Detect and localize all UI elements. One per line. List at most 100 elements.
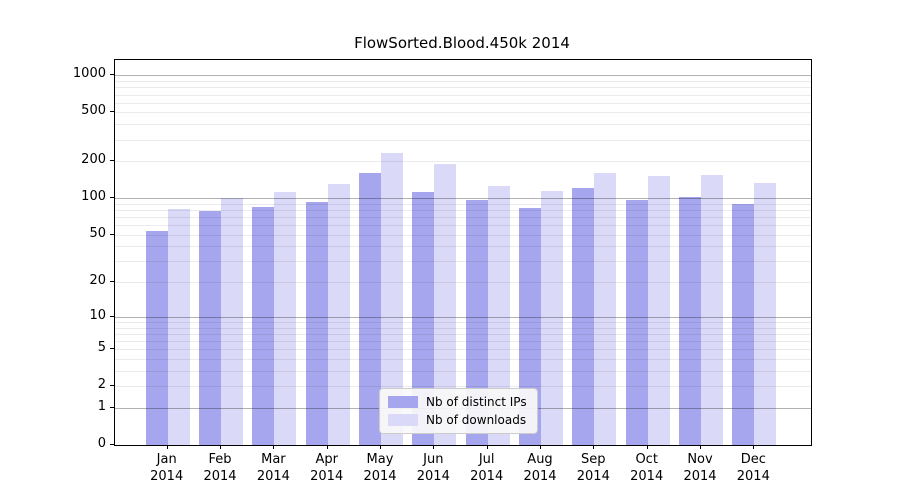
bar-downloads-oct (647, 175, 670, 445)
y-tick-20 (110, 281, 114, 283)
bar-distinct-ips-apr (305, 201, 328, 445)
y-tick-label-2: 2 (97, 377, 106, 393)
bar-downloads-jun (434, 163, 457, 445)
legend-swatch-distinct-ips (388, 396, 418, 408)
gridline-70 (115, 217, 811, 218)
y-tick-label-1000: 1000 (72, 66, 106, 82)
bar-distinct-ips-sep (572, 188, 595, 445)
gridline-1000 (115, 75, 811, 77)
bar-distinct-ips-dec (732, 203, 755, 445)
gridline-90 (115, 203, 811, 205)
gridline-30 (115, 261, 811, 263)
x-tick-sep (593, 445, 595, 449)
y-tick-2 (110, 385, 114, 387)
gridline-900 (115, 81, 811, 82)
bar-downloads-dec (754, 183, 777, 445)
x-tick-label-apr: Apr 2014 (310, 452, 344, 484)
x-tick-mar (273, 445, 275, 449)
gridline-9 (115, 321, 811, 323)
bar-distinct-ips-nov (679, 197, 701, 445)
gridline-400 (115, 124, 811, 126)
bar-downloads-sep (594, 172, 617, 445)
gridline-4 (115, 358, 811, 360)
x-tick-label-jun: Jun 2014 (416, 452, 450, 484)
x-tick-label-sep: Sep 2014 (576, 452, 610, 484)
y-tick-label-1: 1 (97, 398, 106, 414)
gridline-5 (115, 349, 811, 351)
y-tick-10 (110, 315, 114, 317)
y-tick-100 (110, 197, 114, 199)
bar-downloads-mar (274, 192, 297, 445)
bar-downloads-feb (221, 198, 243, 445)
y-tick-50 (110, 233, 114, 235)
gridline-600 (115, 102, 811, 104)
y-tick-5 (110, 348, 114, 350)
gridline-800 (115, 87, 811, 89)
bar-distinct-ips-aug (519, 208, 541, 445)
bar-distinct-ips-oct (625, 200, 648, 445)
y-tick-label-0: 0 (97, 436, 106, 451)
gridline-8 (115, 327, 811, 329)
bar-downloads-aug (541, 191, 563, 445)
y-tick-label-20: 20 (89, 273, 106, 289)
y-tick-label-50: 50 (89, 225, 106, 241)
x-tick-label-mar: Mar 2014 (256, 452, 290, 484)
gridline-40 (115, 246, 811, 248)
legend-label-downloads: Nb of downloads (426, 413, 527, 427)
bar-distinct-ips-may (359, 173, 381, 445)
legend-label-distinct-ips: Nb of distinct IPs (426, 395, 527, 409)
x-tick-may (380, 445, 381, 449)
legend: Nb of distinct IPs Nb of downloads (379, 388, 538, 434)
x-tick-jan (166, 445, 168, 449)
x-tick-jul (486, 445, 488, 449)
x-tick-label-nov: Nov 2014 (683, 452, 717, 484)
bar-distinct-ips-mar (252, 206, 275, 445)
bar-distinct-ips-jan (145, 230, 168, 445)
gridline-50 (115, 234, 811, 236)
legend-swatch-downloads (388, 414, 418, 426)
x-tick-dec (753, 445, 755, 449)
bar-distinct-ips-jun (412, 192, 435, 445)
x-tick-label-feb: Feb 2014 (203, 452, 237, 484)
y-tick-1000 (110, 74, 114, 76)
y-tick-500 (110, 111, 114, 113)
gridline-80 (115, 209, 811, 211)
gridline-700 (115, 94, 811, 96)
bar-downloads-jul (487, 186, 510, 445)
x-tick-apr (326, 445, 328, 449)
x-tick-label-oct: Oct 2014 (630, 452, 664, 484)
y-tick-1 (110, 406, 114, 408)
gridline-2 (115, 386, 811, 388)
gridline-300 (115, 139, 811, 141)
gridline-20 (115, 282, 811, 284)
bar-downloads-apr (327, 184, 350, 445)
legend-row-downloads: Nb of downloads (388, 413, 527, 427)
x-tick-label-jul: Jul 2014 (470, 452, 504, 484)
x-tick-feb (220, 445, 221, 449)
x-tick-nov (700, 445, 701, 449)
y-tick-label-200: 200 (81, 152, 106, 168)
x-tick-label-dec: Dec 2014 (736, 452, 770, 484)
gridline-3 (115, 370, 811, 372)
gridline-200 (115, 161, 811, 163)
gridline-100 (115, 198, 811, 200)
y-tick-0 (110, 444, 114, 445)
legend-row-distinct-ips: Nb of distinct IPs (388, 395, 527, 409)
gridline-6 (115, 340, 811, 342)
gridline-60 (115, 225, 811, 227)
x-tick-aug (540, 445, 541, 449)
y-tick-200 (110, 160, 114, 162)
plot-area: Nb of distinct IPs Nb of downloads (114, 59, 812, 446)
x-tick-label-aug: Aug 2014 (523, 452, 557, 484)
x-tick-label-jan: Jan 2014 (150, 452, 184, 484)
x-tick-jun (433, 445, 435, 449)
x-tick-oct (646, 445, 648, 449)
bar-distinct-ips-jul (465, 199, 488, 445)
gridline-500 (115, 112, 811, 114)
bar-downloads-nov (701, 174, 723, 445)
bar-downloads-jan (167, 209, 190, 445)
y-tick-label-500: 500 (81, 103, 106, 119)
bar-distinct-ips-feb (199, 210, 221, 445)
y-tick-label-100: 100 (81, 189, 106, 205)
bar-downloads-may (381, 152, 403, 445)
